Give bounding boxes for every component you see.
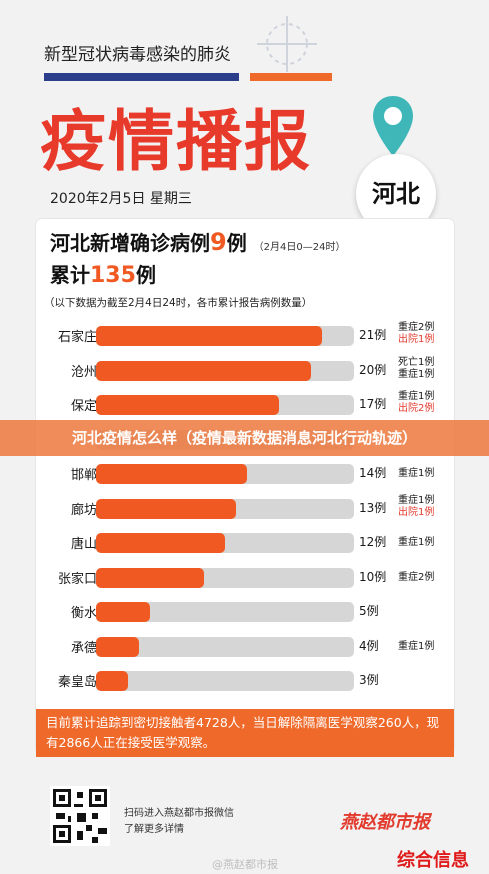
new-cases-count: 9: [210, 228, 227, 256]
city-name: 沧州: [70, 364, 97, 380]
bar-track: [96, 395, 354, 415]
bar-track: [96, 360, 354, 381]
case-count: 21例: [359, 328, 387, 342]
bar-fill: [96, 567, 204, 588]
cumulative-suffix: 例: [135, 263, 156, 287]
cumulative-prefix: 累计: [50, 263, 90, 287]
cumulative-line: 累计135例: [50, 259, 156, 288]
city-name: 唐山: [70, 537, 97, 552]
page-title: 疫情播报: [40, 103, 312, 180]
time-range: （2月4日0—24时）: [253, 242, 346, 253]
qr-code[interactable]: [50, 786, 110, 846]
city-row: 石家庄 21例 重症2例 出院1例: [36, 320, 454, 348]
date: 2020年2月5日 星期三: [50, 191, 192, 207]
city-row: 衡水 5例: [36, 596, 454, 624]
row-note: 重症1例: [398, 640, 435, 652]
bar-track: [96, 567, 354, 588]
row-note: 重症2例: [398, 571, 435, 583]
bar-track: [96, 464, 354, 484]
city-name: 承德: [70, 640, 97, 656]
city-row: 秦皇岛 3例: [36, 665, 454, 693]
row-note: 出院1例: [398, 506, 435, 518]
city-row: 保定 17例 重症1例 出院2例: [36, 389, 454, 417]
row-note: 出院2例: [398, 403, 435, 414]
city-row: 唐山 12例 重症1例: [36, 527, 454, 555]
row-note: 死亡1例: [398, 356, 435, 368]
qr-caption-2: 了解更多详情: [124, 824, 184, 835]
bar-fill: [96, 671, 129, 691]
bar-track: [96, 498, 354, 519]
row-note: 出院1例: [398, 334, 435, 345]
city-row: 廊坊 13例 重症1例 出院1例: [36, 493, 454, 521]
subtitle-underline-blue: [44, 73, 239, 81]
bar-fill: [96, 636, 139, 657]
city-name: 秦皇岛: [57, 675, 97, 690]
watermark: @燕赵都市报: [212, 858, 278, 871]
new-cases-prefix: 河北新增确诊病例: [50, 231, 210, 255]
row-note: 重症1例: [398, 537, 435, 548]
bar-fill: [96, 326, 322, 346]
row-note: 重症1例: [398, 368, 435, 380]
city-name: 邯郸: [70, 468, 97, 483]
crosshair-icon: [257, 16, 317, 72]
bar-track: [96, 636, 354, 657]
case-count: 10例: [359, 569, 387, 584]
city-row: 沧州 20例 死亡1例 重症1例: [36, 355, 454, 383]
bar-track: [96, 533, 354, 553]
row-note: 重症1例: [398, 391, 435, 402]
subtitle-underline-orange: [250, 73, 332, 81]
case-count: 13例: [359, 500, 387, 515]
new-cases-suffix: 例: [226, 231, 247, 255]
city-name: 保定: [70, 399, 97, 414]
city-name: 廊坊: [70, 502, 97, 518]
badge: 综合信息: [397, 850, 469, 871]
newspaper-logo: 燕赵都市报: [340, 812, 430, 833]
case-count: 20例: [359, 362, 387, 377]
qr-caption-1: 扫码进入燕赵都市报微信: [124, 808, 234, 819]
case-count: 5例: [359, 604, 379, 618]
case-count: 14例: [359, 466, 387, 480]
row-note: 重症1例: [398, 468, 435, 479]
row-note: 重症2例: [398, 322, 435, 333]
case-count: 3例: [359, 673, 379, 687]
bar-fill: [96, 602, 150, 622]
case-count: 12例: [359, 535, 387, 549]
row-note: 重症1例: [398, 494, 435, 506]
contact-summary: 目前累计追踪到密切接触者4728人，当日解除隔离医学观察260人，现有2866人…: [36, 709, 454, 757]
bar-fill: [96, 464, 247, 484]
stats-card: 河北新增确诊病例9例 （2月4日0—24时） 累计135例 （以下数据为截至2月…: [36, 219, 454, 754]
city-row: 张家口 10例 重症2例: [36, 562, 454, 590]
region-label: 河北: [372, 180, 420, 208]
bar-fill: [96, 360, 311, 381]
city-name: 石家庄: [57, 330, 97, 345]
case-count: 4例: [359, 638, 379, 653]
cumulative-count: 135: [90, 263, 136, 288]
city-name: 衡水: [70, 606, 97, 621]
case-count: 17例: [359, 397, 387, 411]
bar-fill: [96, 498, 236, 519]
city-row: 承德 4例 重症1例: [36, 631, 454, 659]
bar-track: [96, 602, 354, 622]
city-name: 张家口: [57, 571, 97, 587]
headline-banner: 河北疫情怎么样（疫情最新数据消息河北行动轨迹）: [0, 420, 489, 456]
city-row: 邯郸 14例 重症1例: [36, 458, 454, 486]
bar-track: [96, 671, 354, 691]
bar-fill: [96, 533, 225, 553]
subtitle: 新型冠状病毒感染的肺炎: [44, 45, 231, 65]
bar-track: [96, 326, 354, 346]
data-note: （以下数据为截至2月4日24时，各市累计报告病例数量）: [44, 297, 313, 309]
bar-fill: [96, 395, 279, 415]
location-pin-icon: [373, 96, 413, 156]
new-cases-line: 河北新增确诊病例9例 （2月4日0—24时）: [50, 227, 345, 256]
